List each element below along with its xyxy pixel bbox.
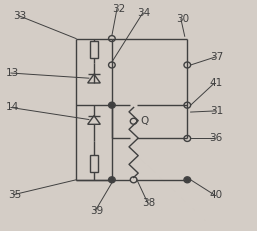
Text: 30: 30 — [176, 14, 189, 24]
Text: 39: 39 — [90, 206, 103, 216]
Circle shape — [110, 103, 114, 107]
Text: 40: 40 — [209, 190, 222, 200]
Text: 14: 14 — [6, 103, 19, 112]
Text: 37: 37 — [210, 52, 224, 62]
Bar — [90, 155, 98, 172]
Circle shape — [109, 103, 114, 107]
Text: 41: 41 — [209, 78, 222, 88]
Text: 31: 31 — [210, 106, 224, 116]
Text: 32: 32 — [112, 4, 125, 14]
Text: 38: 38 — [143, 198, 156, 208]
Circle shape — [109, 178, 114, 182]
Text: 13: 13 — [6, 68, 19, 78]
Circle shape — [110, 178, 114, 181]
Bar — [90, 41, 98, 58]
Circle shape — [185, 178, 190, 182]
Text: Q: Q — [140, 116, 148, 126]
Text: 33: 33 — [13, 11, 27, 21]
Text: 34: 34 — [137, 8, 151, 18]
Text: 36: 36 — [209, 134, 222, 143]
Text: 35: 35 — [8, 190, 22, 200]
